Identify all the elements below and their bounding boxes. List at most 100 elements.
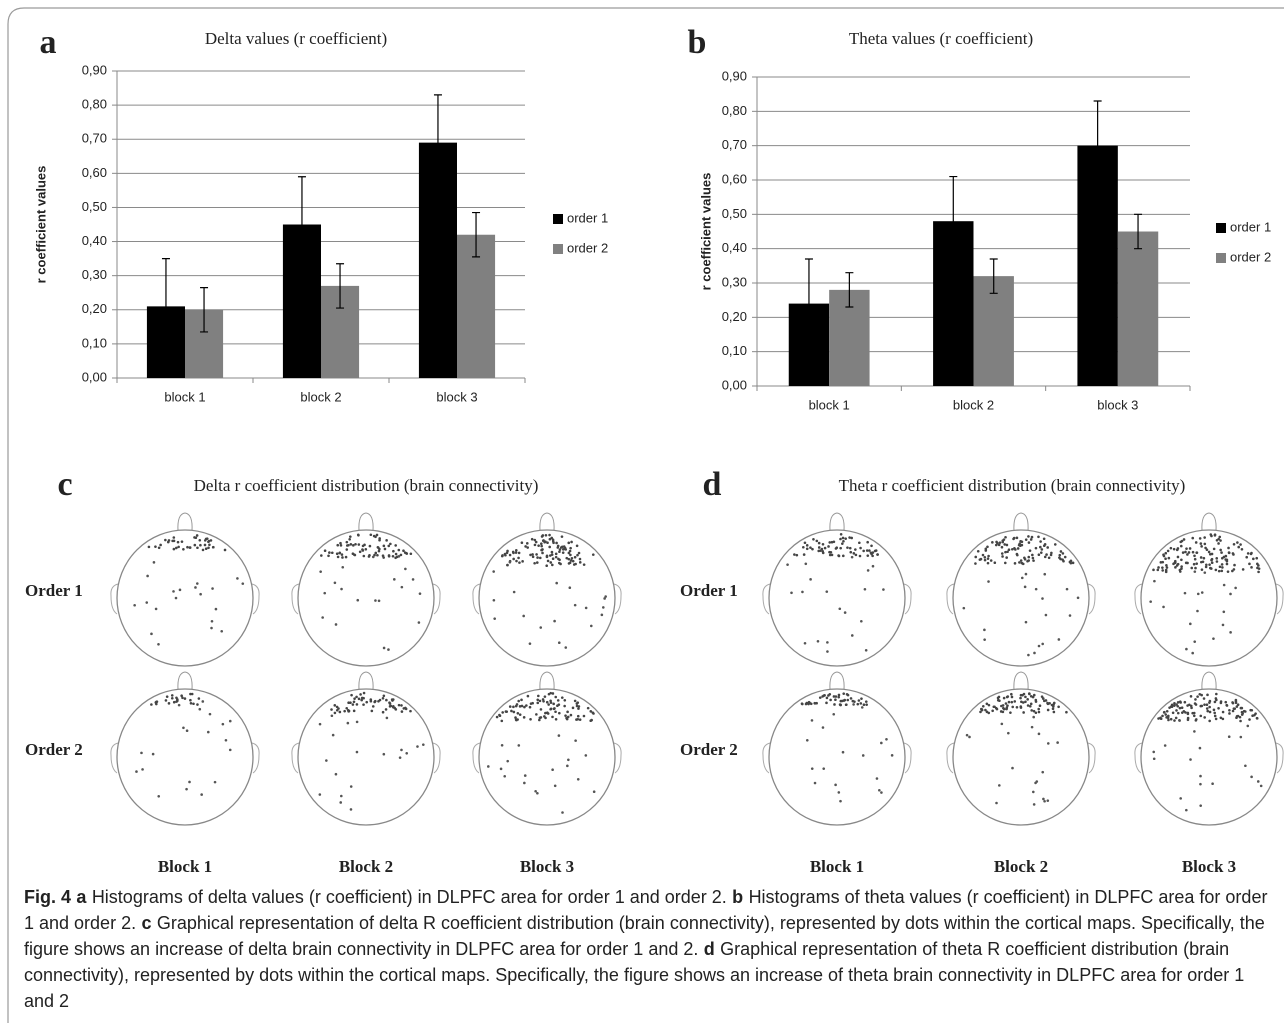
- dot: [795, 553, 799, 557]
- dot: [339, 541, 342, 545]
- dot: [1007, 548, 1011, 552]
- dot: [842, 699, 846, 702]
- dot: [1050, 551, 1053, 555]
- dot: [1045, 553, 1048, 556]
- dot: [535, 553, 538, 556]
- dot: [546, 712, 550, 715]
- dot: [548, 537, 552, 541]
- dot: [185, 787, 188, 791]
- dot: [367, 555, 371, 558]
- dot: [858, 541, 861, 545]
- dot: [1255, 556, 1259, 560]
- dot: [533, 561, 536, 565]
- dot: [189, 701, 193, 705]
- dot: [1189, 622, 1192, 626]
- dot: [1161, 714, 1164, 718]
- dot: [1205, 707, 1209, 710]
- dot: [385, 698, 388, 702]
- dot: [592, 712, 595, 715]
- dot: [604, 595, 607, 598]
- dot: [1163, 744, 1167, 747]
- dot: [804, 562, 808, 566]
- dot: [561, 811, 564, 814]
- dot: [334, 623, 338, 626]
- dot: [210, 619, 214, 623]
- dot: [586, 706, 590, 710]
- dot: [828, 553, 832, 557]
- dot: [165, 695, 169, 698]
- dot: [817, 541, 821, 545]
- dot: [1149, 600, 1152, 603]
- panel-letter: d: [703, 466, 722, 503]
- dot: [341, 565, 345, 569]
- dot: [196, 546, 199, 550]
- x-tick-label: block 1: [809, 397, 850, 412]
- dot: [194, 586, 197, 589]
- head-ear: [762, 742, 771, 774]
- dot: [1166, 549, 1170, 553]
- dot: [199, 543, 202, 547]
- dot: [1046, 742, 1050, 745]
- dot: [228, 719, 232, 723]
- dot: [405, 751, 409, 755]
- dot: [538, 718, 541, 722]
- dot: [561, 551, 565, 554]
- dot: [554, 710, 557, 714]
- dot: [319, 570, 322, 573]
- dot: [578, 561, 582, 564]
- dot: [1194, 541, 1198, 544]
- dot: [1165, 709, 1169, 713]
- dot: [1058, 556, 1061, 559]
- dot: [1213, 714, 1217, 718]
- dot: [849, 697, 853, 700]
- dot: [1241, 712, 1244, 715]
- dot: [576, 714, 580, 718]
- dot: [167, 702, 171, 705]
- dot: [878, 788, 881, 792]
- dot: [862, 703, 866, 707]
- dot: [857, 699, 861, 702]
- dot: [816, 639, 820, 643]
- dot: [822, 694, 826, 697]
- head-nose: [358, 512, 374, 532]
- dot: [536, 791, 539, 795]
- dot: [1199, 542, 1203, 545]
- head-outline: [297, 688, 435, 826]
- dot: [849, 550, 853, 554]
- head-ear: [1087, 583, 1096, 615]
- dot: [526, 546, 530, 549]
- dot: [1053, 543, 1057, 546]
- dot: [870, 544, 873, 548]
- head-ear: [110, 583, 119, 615]
- dot: [1026, 704, 1030, 707]
- dot: [1193, 554, 1196, 558]
- dot: [212, 545, 215, 549]
- dot: [821, 542, 825, 546]
- dot: [805, 547, 809, 551]
- dot: [819, 549, 822, 552]
- dot: [321, 616, 324, 619]
- row-label: Order 1: [25, 581, 83, 600]
- dot: [140, 751, 143, 755]
- dot: [1189, 758, 1192, 761]
- dot: [829, 698, 832, 702]
- head-ear: [903, 583, 912, 615]
- dot: [382, 752, 386, 756]
- dot: [514, 549, 518, 552]
- bar: [457, 234, 496, 378]
- dot: [1057, 638, 1061, 641]
- dot: [994, 706, 998, 710]
- dot: [880, 741, 883, 745]
- dot: [822, 767, 826, 770]
- dot: [1024, 538, 1028, 541]
- dot: [343, 709, 346, 713]
- head-nose: [829, 512, 845, 532]
- dot: [810, 719, 814, 722]
- dot: [567, 758, 570, 762]
- dot: [558, 548, 562, 551]
- dot: [1208, 710, 1212, 714]
- head-map: [762, 512, 912, 667]
- dot: [1018, 542, 1021, 546]
- dot: [1256, 566, 1259, 570]
- dot: [1175, 564, 1179, 567]
